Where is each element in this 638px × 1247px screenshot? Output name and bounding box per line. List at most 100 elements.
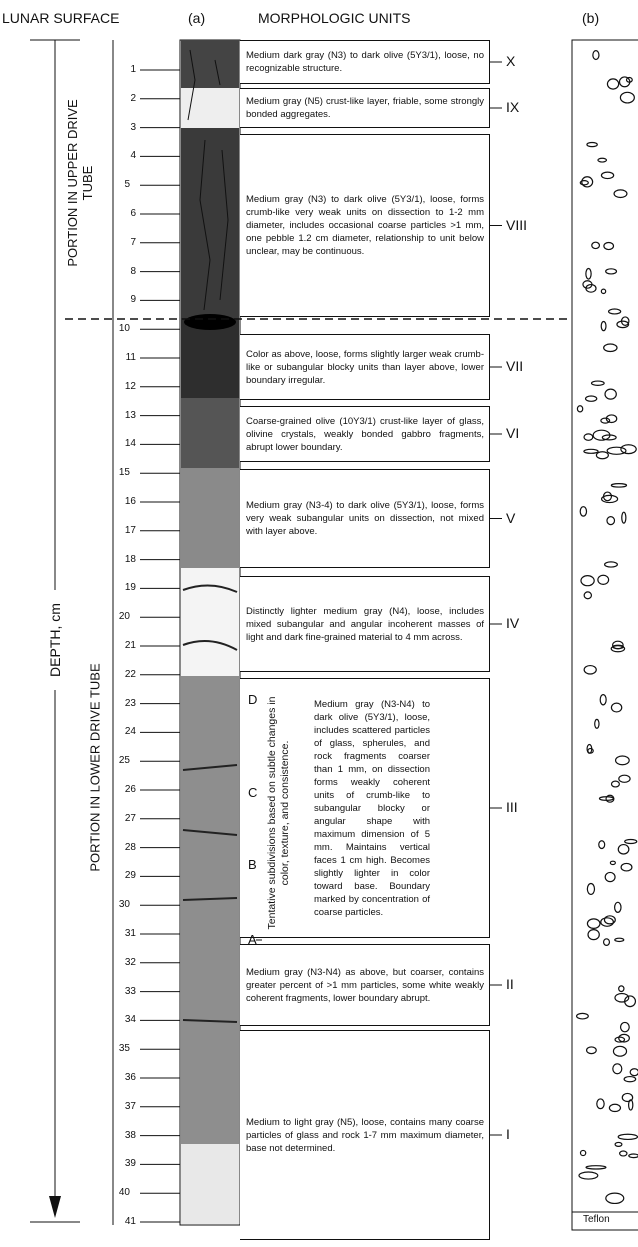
particle (628, 1099, 634, 1111)
unit-numeral: II (506, 976, 514, 992)
depth-tick-label: 37 (124, 1100, 136, 1112)
particle (583, 591, 593, 600)
particle (592, 50, 600, 61)
particle (614, 901, 622, 913)
depth-tick-label: 19 (124, 582, 136, 594)
particle (620, 444, 637, 455)
particle (603, 241, 615, 251)
unit-description: Distinctly lighter medium gray (N4), loo… (246, 605, 484, 643)
unit-numeral: V (506, 509, 516, 526)
particle (585, 1046, 597, 1055)
particle (605, 794, 615, 803)
depth-tick-label: 11 (125, 352, 136, 363)
particle (585, 283, 597, 293)
particle (602, 938, 611, 946)
particle (600, 171, 615, 180)
depth-tick-label: 2 (130, 92, 136, 104)
subdivision-note: Tentative subdivisions based on subtle c… (266, 696, 291, 930)
core-layer (181, 40, 239, 88)
header-panel-b: (b) (582, 10, 600, 26)
particle (610, 780, 620, 788)
lower-tube-label: PORTION IN LOWER DRIVE TUBE (87, 663, 103, 872)
particle (607, 308, 622, 315)
depth-tick-label: 6 (130, 208, 136, 219)
particle (619, 91, 635, 104)
particle (583, 433, 594, 441)
particle (618, 1033, 630, 1043)
particle (617, 843, 630, 855)
particle (580, 575, 595, 587)
unit-box: Coarse-grained olive (10Y3/1) crust-like… (240, 406, 490, 462)
particle (623, 1075, 637, 1083)
particle (608, 1103, 622, 1113)
unit-description: Medium gray (N3-4) to dark olive (5Y3/1)… (246, 500, 484, 537)
depth-tick-label: 36 (124, 1072, 136, 1083)
particle (612, 1045, 628, 1057)
particle (628, 1153, 638, 1159)
particle (597, 574, 610, 586)
depth-tick-label: 33 (124, 985, 136, 997)
particle (600, 494, 619, 504)
particle (596, 1098, 605, 1110)
pebble (184, 314, 236, 330)
subdivision-label: C (248, 785, 258, 800)
depth-tick-label: 21 (124, 640, 136, 651)
teflon-box (571, 1211, 638, 1231)
particle (599, 693, 607, 706)
header-left: LUNAR SURFACE (2, 10, 120, 26)
unit-description: Medium gray (N3-N4) to dark olive (5Y3/1… (314, 698, 430, 918)
unit-numeral: X (506, 53, 516, 69)
particle (586, 918, 601, 929)
core-layer (181, 318, 239, 398)
particle (613, 189, 628, 199)
particle (629, 1068, 638, 1077)
depth-tick-label: 17 (124, 524, 136, 536)
particle (605, 414, 618, 424)
particle (576, 1012, 589, 1020)
particle (600, 320, 607, 332)
particle (583, 448, 599, 454)
depth-tick-label: 26 (124, 784, 136, 795)
depth-tick-label: 34 (124, 1014, 136, 1026)
particle (591, 241, 601, 250)
panel-b-frame (571, 39, 638, 1213)
particle (604, 388, 617, 400)
depth-tick-label: 29 (124, 870, 136, 882)
core-crack (187, 49, 229, 311)
particle (620, 862, 633, 872)
particle (604, 561, 618, 568)
particle (614, 755, 630, 766)
core-layer (181, 398, 239, 468)
unit-description: Coarse-grained olive (10Y3/1) crust-like… (246, 415, 484, 453)
core-layer (181, 468, 239, 568)
particle (618, 774, 631, 783)
depth-tick-label: 25 (118, 755, 130, 767)
particle (603, 343, 618, 353)
depth-tick-label: 30 (118, 899, 130, 911)
particle (624, 838, 638, 845)
particle (600, 288, 607, 295)
particle (579, 1149, 587, 1157)
depth-tick-label: 15 (118, 467, 130, 479)
particle (592, 429, 611, 441)
particle (598, 840, 606, 850)
particle (605, 268, 618, 275)
depth-tick-label: 31 (124, 928, 136, 939)
arrow-head (49, 1196, 61, 1218)
particle (621, 1092, 634, 1103)
subdivision-label: B (248, 857, 257, 872)
particle (619, 1150, 628, 1157)
depth-tick-label: 24 (124, 726, 136, 738)
depth-tick-label: 8 (130, 265, 136, 277)
depth-tick-label: 5 (124, 179, 130, 191)
depth-tick-label: 1 (130, 64, 136, 75)
depth-tick-label: 28 (124, 841, 136, 853)
particle (579, 506, 588, 517)
unit-box: Medium gray (N3-4) to dark olive (5Y3/1)… (240, 469, 490, 568)
depth-tick-label: 13 (124, 409, 136, 421)
particle (584, 395, 598, 402)
depth-label: DEPTH, cm (47, 590, 63, 690)
particle (612, 644, 625, 650)
core-layer (181, 676, 239, 1144)
